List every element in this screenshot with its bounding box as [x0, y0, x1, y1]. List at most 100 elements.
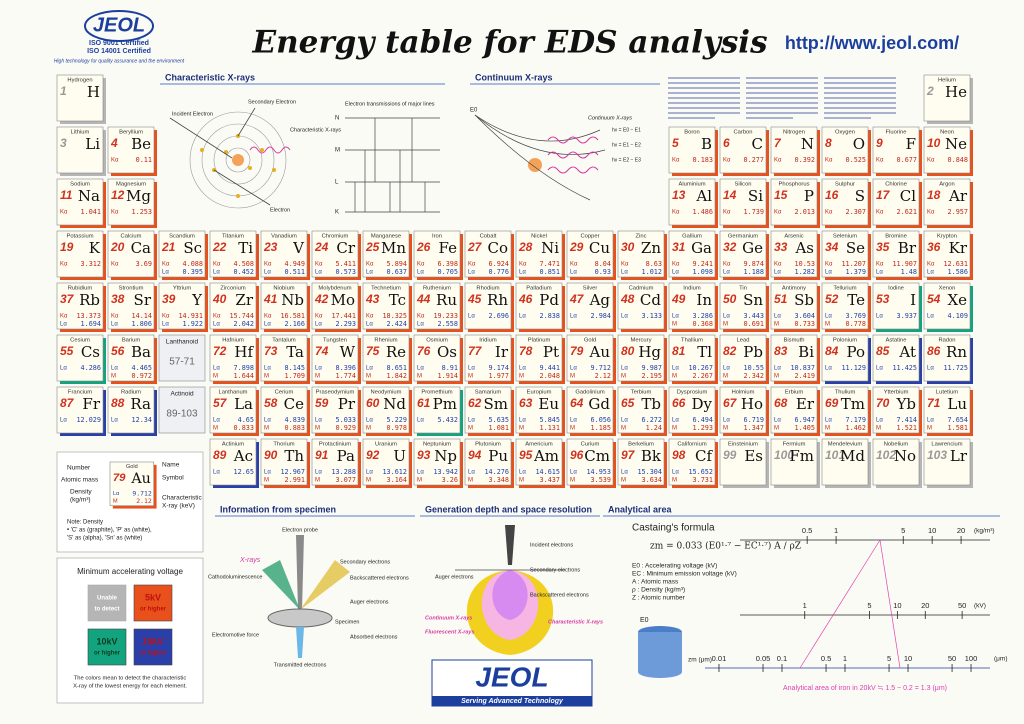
line-energy: 1.644 [234, 372, 254, 380]
line-label: Kα [672, 210, 680, 216]
key-label: (kg/m³) [70, 497, 91, 504]
line-label: Lα [774, 270, 781, 276]
series-cell [158, 334, 206, 382]
atomic-number: 84 [825, 344, 839, 358]
line-label: Lα [621, 270, 628, 276]
formula-def: EC : Minimum emission voltage (kV) [632, 571, 737, 578]
element-cell [464, 230, 512, 278]
line-label: M [213, 426, 218, 432]
element-name: Lithium [71, 130, 90, 136]
element-symbol: Br [898, 239, 917, 257]
element-symbol: B [701, 135, 712, 153]
line-energy: 1.131 [540, 424, 560, 432]
element-symbol: S [855, 187, 865, 205]
footer-logo: JEOL [475, 661, 548, 692]
element-cell [515, 282, 563, 330]
line-label: Lα [519, 270, 526, 276]
line-label: Kα [60, 210, 68, 216]
element-name: Radon [938, 338, 955, 344]
line-energy: 14.276 [484, 468, 509, 476]
line-energy: 7.471 [540, 260, 560, 268]
line-energy: 5.033 [336, 416, 356, 424]
line-energy: 5.432 [438, 416, 458, 424]
atomic-number: 66 [672, 396, 686, 410]
line-label: Lα [672, 470, 679, 476]
element-cell [923, 282, 971, 330]
line-label: Lα [366, 366, 373, 372]
section-heading: Information from specimen [220, 504, 336, 514]
diagram-label: Transmitted electrons [274, 662, 327, 668]
tick-label: 50 [958, 601, 966, 610]
line-label: Lα [825, 270, 832, 276]
element-symbol: Mg [126, 187, 151, 205]
element-cell [413, 230, 461, 278]
element-cell [107, 126, 155, 174]
line-label: Kα [111, 158, 119, 164]
line-energy: 0.183 [693, 156, 713, 164]
atomic-number: 61 [417, 396, 431, 410]
element-symbol: Re [386, 343, 406, 361]
legend-label: 5kV [145, 592, 161, 602]
diagram-label: Electron transmissions of major lines [345, 101, 435, 107]
element-symbol: Pd [539, 291, 559, 309]
element-symbol: Tl [697, 343, 712, 361]
atomic-number: 27 [467, 240, 483, 254]
atomic-number: 47 [569, 292, 585, 306]
tick-label: 10 [904, 654, 912, 663]
line-label: Lα [264, 270, 271, 276]
atomic-number: 39 [162, 292, 176, 306]
key-label: Symbol [162, 475, 184, 482]
atomic-number: 55 [60, 344, 74, 358]
line-energy: 14.953 [586, 468, 611, 476]
element-name: Scandium [169, 234, 195, 240]
series-range: 57-71 [169, 357, 195, 368]
element-symbol: Es [744, 447, 763, 465]
element-cell [770, 438, 818, 486]
element-symbol: C [752, 135, 763, 153]
element-cell [719, 386, 767, 434]
atomic-number: 70 [876, 396, 890, 410]
element-symbol: Fr [82, 395, 100, 413]
shell-label: M [335, 148, 340, 154]
line-energy: 10.267 [688, 364, 713, 372]
element-symbol: Cu [589, 239, 610, 257]
element-name: Carbon [733, 130, 752, 136]
element-name: Praseodymium [316, 390, 355, 396]
element-name: Cesium [70, 338, 90, 344]
line-label: Kα [213, 262, 221, 268]
element-cell [209, 334, 257, 382]
atomic-number: 78 [519, 344, 533, 358]
element-cell [209, 386, 257, 434]
line-energy: 11.907 [892, 260, 917, 268]
diagram-label: Continuum X-rays [425, 615, 472, 621]
line-label: M [315, 374, 320, 380]
diagram-label: Secondary electrons [530, 567, 580, 573]
line-energy: 6.947 [795, 416, 815, 424]
element-cell [362, 230, 410, 278]
element-symbol: Lr [950, 447, 968, 465]
line-energy: 3.769 [846, 312, 866, 320]
atomic-number: 43 [365, 292, 380, 306]
line-label: M [825, 322, 830, 328]
diagram-label: E0 [640, 617, 649, 624]
guide [879, 539, 901, 669]
line-label: Lα [213, 322, 220, 328]
footer-slogan: Serving Advanced Technology [461, 698, 564, 705]
atomic-number: 75 [366, 344, 380, 358]
line-label: Kα [111, 314, 119, 320]
atomic-number: 79 [113, 472, 126, 484]
key-label: Number [67, 465, 91, 472]
atomic-number: 5 [672, 136, 679, 150]
element-name: Tungsten [323, 338, 347, 344]
xray-wave [249, 146, 291, 154]
electron-path [474, 114, 591, 201]
atomic-number: 77 [468, 344, 483, 358]
atomic-number: 11 [60, 188, 73, 202]
line-label: M [417, 478, 422, 484]
atomic-number: 93 [417, 448, 431, 462]
atomic-number: 2 [926, 84, 934, 98]
element-cell [464, 386, 512, 434]
line-energy: 0.848 [948, 156, 968, 164]
element-name: Sodium [70, 182, 90, 188]
